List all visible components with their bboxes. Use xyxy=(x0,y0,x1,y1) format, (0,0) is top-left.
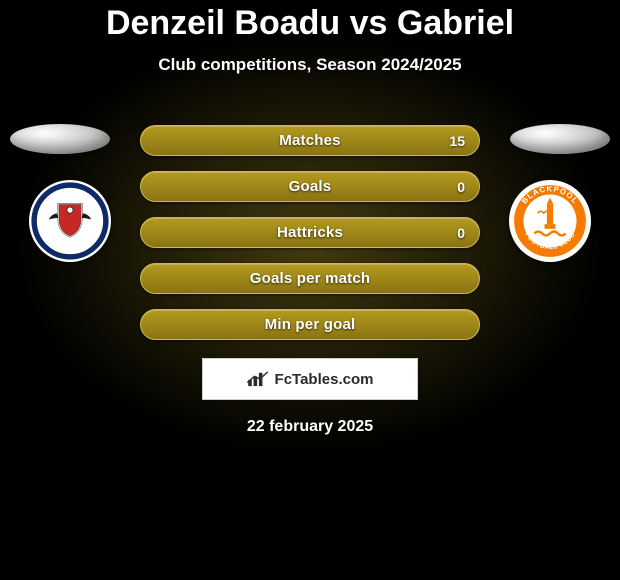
stat-row-goals-per-match: Goals per match xyxy=(140,263,480,294)
stat-row-goals: Goals 0 xyxy=(140,171,480,202)
stat-label: Goals per match xyxy=(250,270,371,287)
club-badge-right: BLACKPOOL FOOTBALL CLUB xyxy=(509,180,591,262)
stat-label: Matches xyxy=(279,132,340,149)
stat-label: Min per goal xyxy=(265,316,356,333)
player-avatar-left xyxy=(10,124,110,154)
stat-label: Hattricks xyxy=(277,224,343,241)
blackpool-crest-icon: BLACKPOOL FOOTBALL CLUB xyxy=(511,182,589,260)
stat-label: Goals xyxy=(289,178,332,195)
crawley-crest-icon: CRAWLEY TOWN FC RED DEVILS xyxy=(31,182,109,260)
stat-row-hattricks: Hattricks 0 xyxy=(140,217,480,248)
subtitle: Club competitions, Season 2024/2025 xyxy=(0,55,620,75)
bar-chart-icon xyxy=(247,371,269,387)
stat-row-min-per-goal: Min per goal xyxy=(140,309,480,340)
stat-right-value: 0 xyxy=(457,218,465,249)
date-text: 22 february 2025 xyxy=(0,418,620,436)
stat-right-value: 15 xyxy=(449,126,465,157)
attribution-text: FcTables.com xyxy=(275,371,374,388)
attribution-badge: FcTables.com xyxy=(202,358,418,400)
page-title: Denzeil Boadu vs Gabriel xyxy=(0,0,620,43)
player-avatar-right xyxy=(510,124,610,154)
stat-row-matches: Matches 15 xyxy=(140,125,480,156)
stat-right-value: 0 xyxy=(457,172,465,203)
stats-container: Matches 15 Goals 0 Hattricks 0 Goals per… xyxy=(140,125,480,340)
club-badge-left: CRAWLEY TOWN FC RED DEVILS xyxy=(29,180,111,262)
